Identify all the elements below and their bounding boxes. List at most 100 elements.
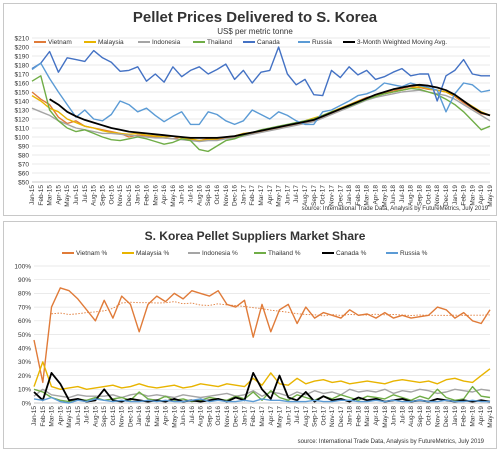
x-tick-label: Apr-17 (267, 185, 274, 205)
y-tick-label: $70 (18, 161, 29, 168)
x-tick-label: Apr-18 (373, 406, 380, 426)
x-tick-label: May-15 (66, 406, 73, 428)
x-tick-label: May-16 (171, 406, 178, 428)
y-tick-label: $60 (18, 170, 29, 177)
legend-entry: Malaysia (84, 39, 124, 46)
x-tick-label: Feb-15 (38, 185, 45, 206)
legend-label: Thailand (207, 39, 232, 46)
x-tick-label: Oct-15 (110, 406, 117, 426)
x-tick-label: May-18 (382, 406, 389, 428)
x-tick-label: Jul-18 (399, 406, 406, 424)
x-tick-label: Nov-16 (223, 185, 230, 206)
x-tick-label: Feb-17 (249, 185, 256, 206)
x-tick-label: Apr-15 (57, 406, 64, 426)
x-tick-label: Jun-17 (284, 185, 291, 205)
x-tick-label: Aug-16 (196, 185, 203, 206)
x-tick-label: Jul-16 (188, 185, 195, 203)
series-line (31, 62, 491, 126)
legend-label: 3-Month Weighted Moving Avg. (357, 39, 447, 46)
y-tick-label: $110 (15, 125, 29, 132)
x-tick-label: Jul-16 (189, 406, 196, 424)
price-chart: Pellet Prices Delivered to S. Korea US$ … (15, 9, 494, 212)
x-tick-label: Nov-15 (117, 185, 124, 206)
x-tick-label: Apr-19 (478, 185, 485, 205)
x-tick-label: Jun-16 (179, 185, 186, 205)
legend-entry: Russia (298, 39, 332, 46)
x-tick-label: Jul-17 (293, 185, 300, 203)
x-tick-label: Feb-18 (355, 406, 362, 427)
x-tick-label: Jan-19 (452, 406, 459, 426)
legend-entry: Vietnam % (62, 250, 108, 257)
y-tick-label: 80% (18, 291, 31, 298)
legend-label: Indonesia % (202, 250, 238, 257)
x-tick-label: May-19 (487, 406, 494, 428)
x-tick-label: Mar-16 (152, 185, 159, 206)
x-tick-label: May-16 (170, 185, 177, 207)
x-tick-label: Feb-19 (461, 185, 468, 206)
legend-label: Russia (312, 39, 332, 46)
x-tick-label: Jul-17 (294, 406, 301, 424)
share-chart: S. Korea Pellet Suppliers Market Share 0… (14, 229, 494, 445)
legend-label: Malaysia % (136, 250, 169, 257)
series-line (49, 83, 491, 139)
x-tick-label: Oct-18 (425, 185, 432, 205)
x-tick-label: Jun-18 (391, 406, 398, 426)
x-tick-label: Oct-16 (215, 406, 222, 426)
y-tick-label: 40% (18, 346, 31, 353)
x-tick-label: Aug-17 (302, 185, 309, 206)
y-tick-label: 70% (18, 304, 31, 311)
x-tick-label: Jan-16 (135, 185, 142, 205)
x-tick-label: Apr-17 (268, 406, 275, 426)
x-tick-label: Oct-17 (320, 406, 327, 426)
share-chart-panel: S. Korea Pellet Suppliers Market Share 0… (3, 221, 497, 449)
x-tick-label: Nov-17 (329, 406, 336, 427)
x-tick-label: Oct-16 (214, 185, 221, 205)
y-tick-label: $140 (15, 98, 30, 105)
x-tick-label: Mar-16 (154, 406, 161, 427)
x-tick-label: Dec-16 (232, 185, 239, 206)
legend-entry: Thailand (193, 39, 232, 46)
x-tick-label: Mar-15 (49, 406, 56, 427)
x-tick-label: Dec-17 (337, 185, 344, 206)
x-tick-label: Aug-18 (408, 185, 415, 206)
x-tick-label: Dec-18 (443, 185, 450, 206)
x-tick-label: Sep-16 (205, 185, 212, 206)
legend-entry: Canada (243, 39, 280, 46)
x-tick-label: Nov-18 (434, 406, 441, 427)
x-tick-label: Dec-15 (126, 185, 133, 206)
y-tick-label: $50 (18, 179, 29, 186)
price-chart-source: source: International Trade Data, Analys… (302, 206, 489, 212)
legend-label: Vietnam (48, 39, 72, 46)
x-tick-label: Apr-19 (478, 406, 485, 426)
x-tick-label: May-17 (277, 406, 284, 428)
y-tick-label: 60% (18, 318, 31, 325)
x-tick-label: Jun-15 (73, 185, 80, 205)
y-tick-label: 100% (14, 263, 31, 270)
x-tick-label: Nov-15 (119, 406, 126, 427)
x-tick-label: Apr-18 (373, 185, 380, 205)
x-tick-label: Sep-18 (417, 406, 424, 427)
y-tick-label: $210 (15, 35, 30, 42)
y-tick-label: 10% (18, 387, 31, 394)
legend-label: Malaysia (98, 39, 124, 46)
series-line (31, 46, 490, 102)
x-tick-label: Jun-18 (390, 185, 397, 205)
y-tick-label: $190 (15, 53, 30, 60)
y-tick-label: $120 (15, 116, 30, 123)
legend-entry: Malaysia % (122, 250, 169, 257)
x-tick-label: Dec-17 (338, 406, 345, 427)
y-tick-label: 0% (22, 400, 32, 407)
x-tick-label: Nov-16 (224, 406, 231, 427)
x-tick-label: Jan-17 (241, 406, 248, 426)
y-tick-label: $130 (15, 107, 30, 114)
y-tick-label: $90 (18, 143, 29, 150)
y-tick-label: $200 (15, 44, 30, 51)
legend-entry: Russia % (386, 250, 428, 257)
x-tick-label: Jun-16 (180, 406, 187, 426)
x-tick-label: Dec-16 (233, 406, 240, 427)
x-tick-label: Sep-15 (101, 406, 108, 427)
x-tick-label: Jan-15 (29, 185, 36, 205)
x-tick-label: Mar-18 (364, 406, 371, 427)
legend-label: Vietnam % (76, 250, 108, 257)
x-tick-label: Mar-19 (469, 185, 476, 206)
